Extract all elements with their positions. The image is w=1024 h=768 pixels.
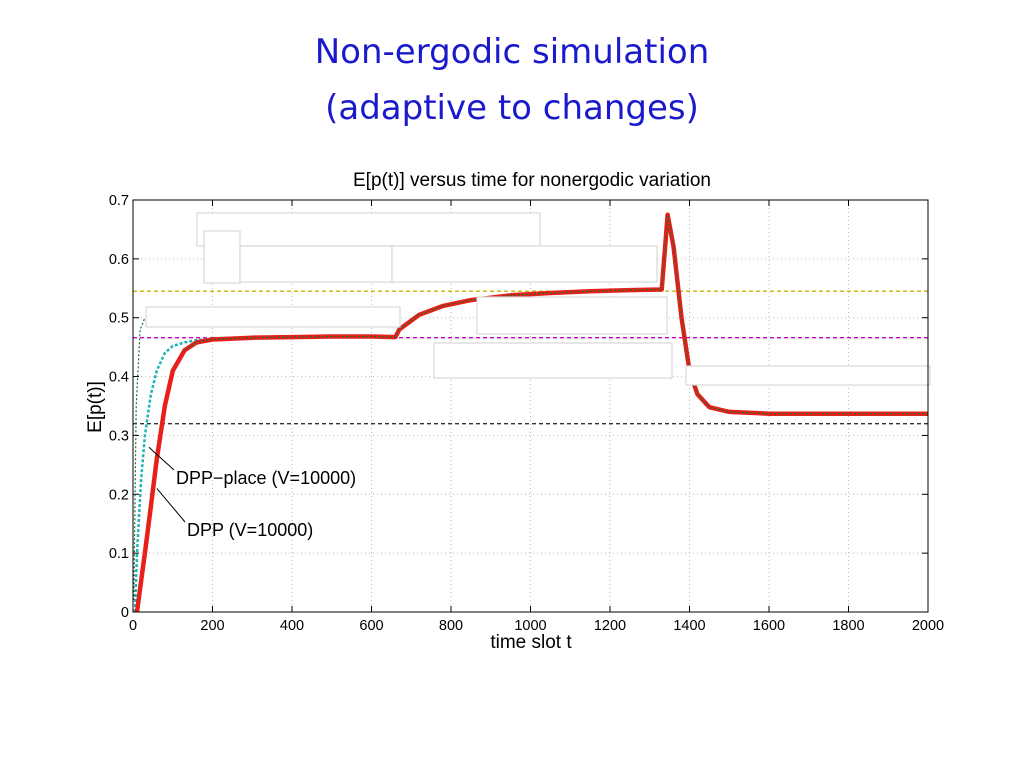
x-axis-label: time slot t — [490, 632, 572, 653]
x-tick-label: 1800 — [832, 618, 864, 634]
x-tick-label: 600 — [359, 618, 383, 634]
x-tick-label: 400 — [280, 618, 304, 634]
plot-frame — [132, 199, 929, 613]
annotation-leader — [156, 488, 186, 523]
redaction-boxes — [145, 212, 931, 386]
series-early-line — [133, 317, 146, 601]
x-tick-label: 1400 — [673, 618, 705, 634]
y-tick-label: 0.4 — [109, 370, 129, 386]
x-tick-label: 1600 — [753, 618, 785, 634]
y-tick-label: 0.6 — [109, 252, 129, 268]
series-overlay-line — [184, 214, 928, 415]
y-tick-labels: 0 0.1 0.2 0.3 0.4 0.5 0.6 0.7 — [109, 193, 129, 621]
x-tick-label: 1000 — [514, 618, 546, 634]
slide-title-line2: (adaptive to changes) — [325, 88, 699, 128]
redaction-box — [239, 245, 393, 283]
annotation-label: DPP (V=10000) — [187, 520, 313, 540]
redaction-box — [433, 342, 673, 379]
redaction-box — [196, 212, 541, 247]
redaction-box — [476, 296, 668, 335]
annotations: DPP−place (V=10000) DPP (V=10000) — [148, 446, 356, 540]
x-tick-label: 2000 — [912, 618, 944, 634]
y-axis-label: E[p(t)] — [85, 381, 106, 433]
x-tick-label: 200 — [200, 618, 224, 634]
annotation-label: DPP−place (V=10000) — [176, 468, 356, 488]
redaction-box — [145, 306, 401, 328]
y-tick-label: 0.5 — [109, 311, 129, 327]
annotation-leader — [148, 446, 175, 471]
redaction-box — [685, 365, 931, 386]
y-tick-label: 0.2 — [109, 487, 129, 503]
redaction-box — [391, 245, 658, 283]
x-tick-label: 800 — [439, 618, 463, 634]
y-tick-label: 0.7 — [109, 193, 129, 209]
slide-title-line1: Non-ergodic simulation — [314, 32, 710, 72]
x-tick-label: 1200 — [594, 618, 626, 634]
x-tick-label: 0 — [129, 618, 137, 634]
y-tick-label: 0.1 — [109, 546, 129, 562]
x-tick-labels: 0 200 400 600 800 1000 1200 1400 1600 1800 2000 — [129, 618, 944, 634]
y-tick-label: 0.3 — [109, 428, 129, 444]
chart-title: E[p(t)] versus time for nonergodic varia… — [353, 170, 711, 191]
redaction-box — [203, 230, 241, 284]
y-tick-label: 0 — [121, 605, 129, 621]
